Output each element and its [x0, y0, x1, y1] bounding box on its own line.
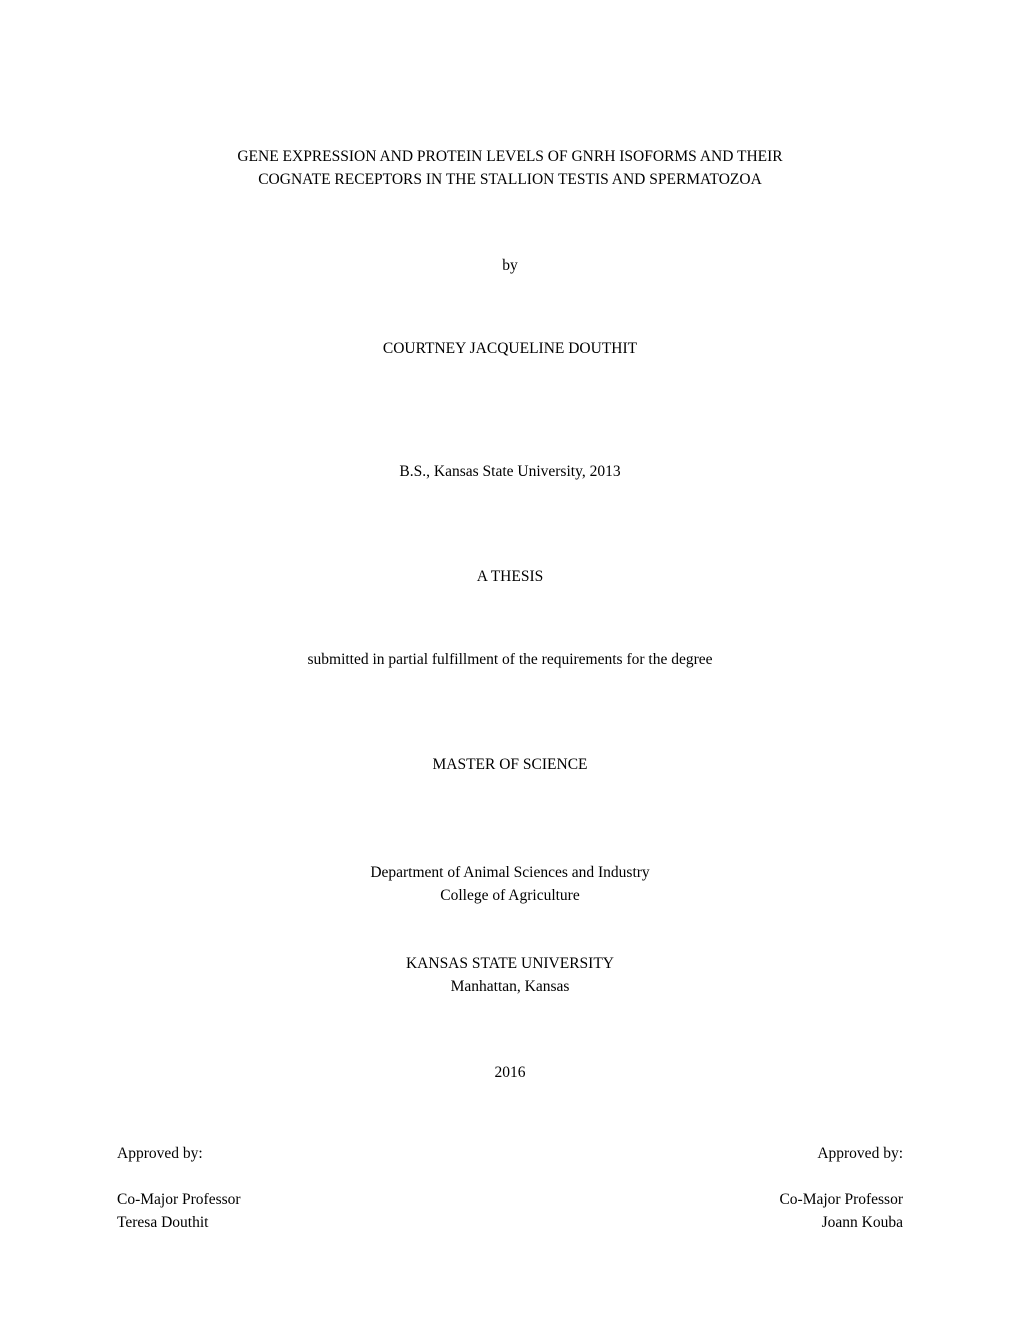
by-label: by — [117, 257, 903, 275]
role-left: Co-Major Professor — [117, 1188, 241, 1211]
approval-left: Approved by: Co-Major Professor Teresa D… — [117, 1142, 241, 1235]
name-right: Joann Kouba — [779, 1211, 903, 1234]
university-line-2: Manhattan, Kansas — [117, 975, 903, 998]
approved-by-right: Approved by: — [779, 1142, 903, 1165]
author-name: COURTNEY JACQUELINE DOUTHIT — [117, 340, 903, 358]
title-line-1: GENE EXPRESSION AND PROTEIN LEVELS OF GN… — [117, 145, 903, 168]
title-line-2: COGNATE RECEPTORS IN THE STALLION TESTIS… — [117, 168, 903, 191]
degree-sought: MASTER OF SCIENCE — [117, 756, 903, 774]
university-block: KANSAS STATE UNIVERSITY Manhattan, Kansa… — [117, 952, 903, 999]
submitted-text: submitted in partial fulfillment of the … — [117, 651, 903, 669]
university-line-1: KANSAS STATE UNIVERSITY — [117, 952, 903, 975]
prior-degree: B.S., Kansas State University, 2013 — [117, 463, 903, 481]
approved-by-left: Approved by: — [117, 1142, 241, 1165]
approval-row: Approved by: Co-Major Professor Teresa D… — [117, 1142, 903, 1235]
department-block: Department of Animal Sciences and Indust… — [117, 861, 903, 908]
year: 2016 — [117, 1064, 903, 1082]
approval-right: Approved by: Co-Major Professor Joann Ko… — [779, 1142, 903, 1235]
thesis-label: A THESIS — [117, 568, 903, 586]
thesis-title: GENE EXPRESSION AND PROTEIN LEVELS OF GN… — [117, 145, 903, 192]
name-left: Teresa Douthit — [117, 1211, 241, 1234]
role-right: Co-Major Professor — [779, 1188, 903, 1211]
department-line-1: Department of Animal Sciences and Indust… — [117, 861, 903, 884]
department-line-2: College of Agriculture — [117, 884, 903, 907]
